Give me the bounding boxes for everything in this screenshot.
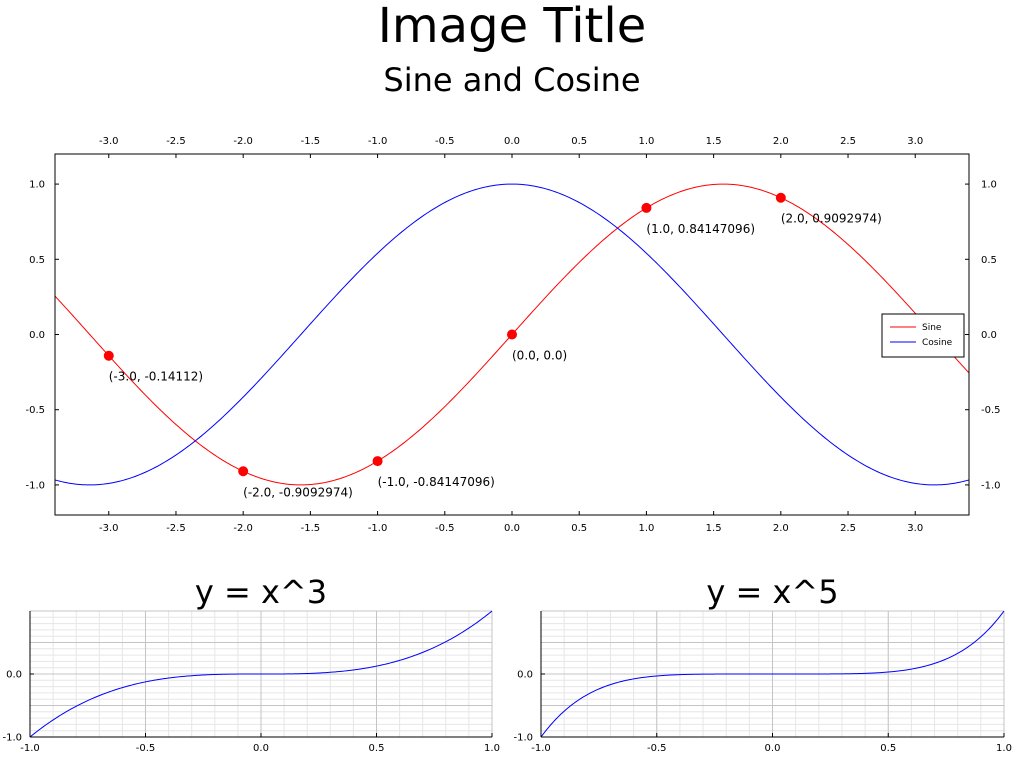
data-point-label: (1.0, 0.84147096) [646,222,755,236]
x-tick-label-bottom: 3.0 [907,523,923,534]
quintic-chart-curve [540,610,1005,738]
x-tick-label: -0.5 [647,743,667,754]
data-point [372,456,383,467]
cubic-chart: y = x^3 -1.0 -0.5 0.0 0.5 1.0 0.0 -1.0 [2,573,499,754]
legend: Sine Cosine [881,313,965,358]
x-tick-label-bottom: 0.0 [504,523,520,534]
y-tick-label: 0.0 [517,670,533,681]
y-tick-label-left: -1.0 [25,480,45,491]
x-tick-label-top: -2.0 [233,136,253,147]
y-tick-label-left: 0.5 [29,255,45,266]
x-tick-label-top: -0.5 [435,136,455,147]
series-line-cosine [55,183,969,486]
x-tick-label-top: -1.5 [301,136,321,147]
data-point [103,350,114,361]
quintic-chart-title: y = x^5 [706,573,838,611]
x-tick-label-top: 3.0 [907,136,923,147]
data-point-label: (0.0, 0.0) [512,349,567,363]
x-tick-label: 0.5 [880,743,896,754]
x-tick-label-bottom: 0.5 [571,523,587,534]
data-point-label: (-2.0, -0.9092974) [243,485,353,499]
legend-box [881,313,965,358]
main-chart: -3.0 -3.0 -2.5 -2.5 -2.0 -2.0 -1.5 -1.5 -1.0 -1.0… [25,136,1000,534]
y-tick-label-right: -0.5 [981,405,1001,416]
legend-label: Cosine [922,338,953,348]
x-tick-label: 0.5 [369,743,385,754]
y-tick-label: -1.0 [513,733,533,744]
x-tick-label-top: 0.5 [571,136,587,147]
x-tick-label: -1.0 [20,743,40,754]
x-tick-label: -1.0 [531,743,551,754]
y-tick-label-right: 0.0 [981,330,997,341]
y-tick-label: -1.0 [2,733,22,744]
y-tick-label-left: 0.0 [29,330,45,341]
y-tick-label-right: 0.5 [981,255,997,266]
quintic-chart: y = x^5 -1.0 -0.5 0.0 0.5 1.0 0.0 -1.0 [513,573,1011,754]
y-tick-label-left: -0.5 [25,405,45,416]
x-tick-label-top: 2.0 [773,136,789,147]
plot-frame [54,153,970,516]
y-tick-label: 0.0 [6,670,22,681]
data-point-label: (-1.0, -0.84147096) [378,475,495,489]
x-tick-label-top: -1.0 [368,136,388,147]
x-tick-label-bottom: 1.0 [638,523,654,534]
x-tick-label: 1.0 [484,743,500,754]
x-tick-label-top: -3.0 [99,136,119,147]
data-point [238,466,249,477]
y-tick-label-right: -1.0 [981,480,1001,491]
legend-label: Sine [922,323,942,333]
data-point [641,202,652,213]
x-tick-label-bottom: -3.0 [99,523,119,534]
data-point [507,329,517,340]
x-tick-label-top: 0.0 [504,136,520,147]
x-tick-label-bottom: 2.0 [773,523,789,534]
x-tick-label-bottom: -0.5 [435,523,455,534]
x-tick-label: 0.0 [765,743,781,754]
x-tick-label-bottom: 2.5 [840,523,856,534]
x-tick-label-bottom: -1.0 [368,523,388,534]
data-point [775,192,786,203]
cubic-chart-curve [29,610,493,738]
x-tick-label-bottom: -2.0 [233,523,253,534]
data-point-label: (2.0, 0.9092974) [781,212,882,226]
data-point-label: (-3.0, -0.14112) [109,370,203,384]
x-tick-label: 1.0 [996,743,1012,754]
y-tick-label-left: 1.0 [29,180,45,191]
x-tick-label: -0.5 [136,743,156,754]
x-tick-label-top: 2.5 [840,136,856,147]
x-tick-label-top: -2.5 [166,136,186,147]
cubic-chart-title: y = x^3 [195,573,327,611]
x-tick-label: 0.0 [253,743,269,754]
x-tick-label-bottom: 1.5 [706,523,722,534]
page-title: Image Title [377,0,647,54]
x-tick-label-bottom: -2.5 [166,523,186,534]
x-tick-label-bottom: -1.5 [301,523,321,534]
y-tick-label-right: 1.0 [981,180,997,191]
x-tick-label-top: 1.5 [706,136,722,147]
page-subtitle: Sine and Cosine [383,61,641,99]
x-tick-label-top: 1.0 [638,136,654,147]
